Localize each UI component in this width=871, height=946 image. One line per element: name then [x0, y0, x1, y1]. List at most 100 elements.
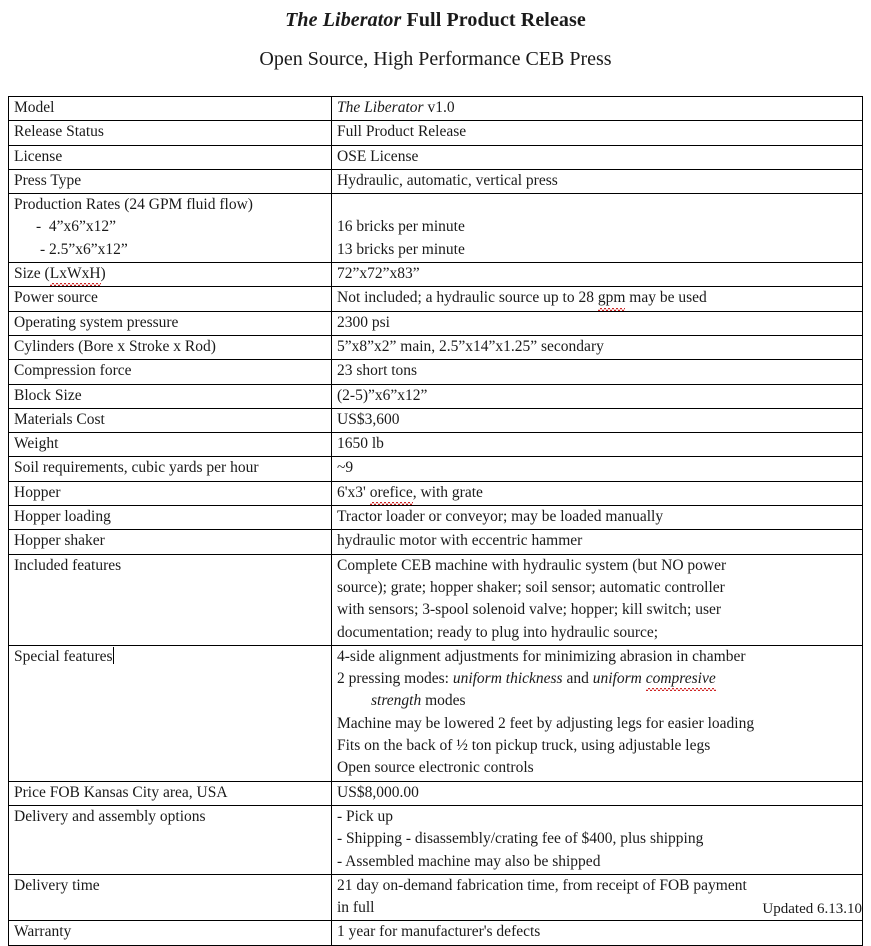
table-row: Delivery time 21 day on-demand fabricatio…	[8, 873, 863, 922]
text-line: Fits on the back of ½ ton pickup truck, …	[337, 737, 711, 755]
text-line: Open source electronic controls	[337, 759, 534, 777]
spec-value-cell[interactable]: (2-5)”x6”x12”	[331, 383, 863, 409]
spec-label-cell[interactable]: Power source	[8, 286, 332, 312]
table-row: Power source Not included; a hydraulic so…	[8, 286, 863, 312]
table-row: Weight 1650 lb	[8, 432, 863, 458]
text-line: 5”x8”x2” main, 2.5”x14”x1.25” secondary	[337, 337, 604, 355]
spec-value-cell[interactable]: OSE License	[331, 144, 863, 170]
spec-label-cell[interactable]: Size (LxWxH)	[8, 262, 332, 288]
spec-label-cell[interactable]: Hopper	[8, 480, 332, 507]
spec-value-cell[interactable]: US$8,000.00	[331, 780, 863, 806]
text-line: Materials Cost	[14, 410, 105, 428]
table-row: Cylinders (Bore x Stroke x Rod) 5”x8”x2” …	[8, 334, 863, 361]
text-cursor	[112, 646, 115, 664]
spec-value-cell[interactable]: 5”x8”x2” main, 2.5”x14”x1.25” secondary	[331, 334, 863, 361]
table-row: Production Rates (24 GPM fluid flow) - 4”…	[8, 193, 863, 264]
spellcheck-error: gpm	[597, 287, 625, 311]
spec-value-cell[interactable]: ~9	[331, 456, 863, 482]
text-line: Hopper loading	[14, 508, 111, 526]
spec-value-cell[interactable]: Hydraulic, automatic, vertical press	[331, 168, 863, 195]
spec-value-cell[interactable]: 1 year for manufacturer's defects	[331, 920, 863, 946]
table-row: Size (LxWxH) 72”x72”x83”	[8, 262, 863, 288]
text-line: Release Status	[14, 123, 104, 141]
text-line: 16 bricks per minute	[337, 218, 465, 236]
table-row: Included features Complete CEB machine wi…	[8, 553, 863, 646]
table-row: Hopper shaker hydraulic motor with eccent…	[8, 529, 863, 555]
table-row: Operating system pressure 2300 psi	[8, 310, 863, 336]
text-line: Compression force	[14, 362, 132, 380]
table-row: Materials Cost US$3,600	[8, 407, 863, 434]
document-page: The Liberator Full Product Release Open …	[8, 9, 863, 946]
text-line: - 4”x6”x12”	[36, 218, 117, 236]
spec-label-cell[interactable]: Cylinders (Bore x Stroke x Rod)	[8, 334, 332, 361]
spec-value-cell[interactable]: 23 short tons	[331, 359, 863, 385]
table-row: Special features 4-side alignment adjustm…	[8, 644, 863, 782]
spec-value-cell[interactable]: hydraulic motor with eccentric hammer	[331, 529, 863, 555]
table-row: Hopper 6'x3' orefice, with grate	[8, 480, 863, 507]
spec-label-cell[interactable]: Model	[8, 95, 332, 122]
spec-value-cell[interactable]: Complete CEB machine with hydraulic syst…	[331, 553, 863, 646]
spec-value-cell[interactable]: Not included; a hydraulic source up to 2…	[331, 286, 863, 312]
text-line: Power source	[14, 289, 98, 307]
text-line: Cylinders (Bore x Stroke x Rod)	[14, 337, 216, 355]
spec-table: Model The Liberator v1.0 Release Status Ful…	[8, 95, 863, 946]
text-line: 72”x72”x83”	[337, 265, 420, 283]
spec-label-cell[interactable]: Materials Cost	[8, 407, 332, 434]
spec-label-cell[interactable]: Soil requirements, cubic yards per hour	[8, 456, 332, 482]
spec-label-cell[interactable]: Press Type	[8, 168, 332, 195]
spec-label-cell[interactable]: Release Status	[8, 120, 332, 146]
spec-value-cell[interactable]: Full Product Release	[331, 120, 863, 146]
text-line: Price FOB Kansas City area, USA	[14, 783, 228, 801]
text-line: 2 pressing modes: uniform thickness and …	[337, 668, 858, 692]
spec-label-cell[interactable]: Hopper loading	[8, 505, 332, 531]
spec-value-cell[interactable]: 21 day on-demand fabrication time, from …	[331, 873, 863, 922]
spec-label-cell[interactable]: License	[8, 144, 332, 170]
text-line: Full Product Release	[337, 123, 467, 141]
spec-value-cell[interactable]: 6'x3' orefice, with grate	[331, 480, 863, 507]
spec-value-cell[interactable]: Tractor loader or conveyor; may be loade…	[331, 505, 863, 531]
spec-label-cell[interactable]: Warranty	[8, 920, 332, 946]
text-line: Production Rates (24 GPM fluid flow)	[14, 196, 253, 214]
spec-value-cell[interactable]: - Pick up - Shipping - disassembly/cratin…	[331, 804, 863, 875]
text-line: Not included; a hydraulic source up to 2…	[337, 287, 858, 311]
spec-label-cell[interactable]: Price FOB Kansas City area, USA	[8, 780, 332, 806]
text-line: - Pick up	[337, 807, 393, 825]
text-line: - Shipping - disassembly/crating fee of …	[337, 830, 704, 848]
spec-label-cell[interactable]: Block Size	[8, 383, 332, 409]
spec-label-cell[interactable]: Special features	[8, 644, 332, 782]
spec-label-cell[interactable]: Delivery and assembly options	[8, 804, 332, 875]
spec-value-cell[interactable]: 16 bricks per minute 13 bricks per minute	[331, 193, 863, 264]
spec-value-cell[interactable]: The Liberator v1.0	[331, 95, 863, 122]
spec-value-cell[interactable]: 2300 psi	[331, 310, 863, 336]
table-row: Delivery and assembly options - Pick up - …	[8, 804, 863, 875]
table-row: Soil requirements, cubic yards per hour ~…	[8, 456, 863, 482]
table-row: Model The Liberator v1.0	[8, 95, 863, 122]
spec-value-cell[interactable]: 72”x72”x83”	[331, 262, 863, 288]
emphasis-text: uniform thickness	[452, 670, 563, 688]
page-subtitle: Open Source, High Performance CEB Press	[259, 48, 612, 70]
text-line: Delivery and assembly options	[14, 807, 206, 825]
spec-label-cell[interactable]: Hopper shaker	[8, 529, 332, 555]
spec-value-cell[interactable]: 1650 lb	[331, 432, 863, 458]
text-line: 2300 psi	[337, 313, 390, 331]
text-line: 13 bricks per minute	[337, 240, 465, 258]
text-line: Machine may be lowered 2 feet by adjusti…	[337, 714, 755, 732]
spec-label-cell[interactable]: Compression force	[8, 359, 332, 385]
text-line: Block Size	[14, 386, 82, 404]
table-row: Warranty 1 year for manufacturer's defect…	[8, 920, 863, 946]
spec-value-cell[interactable]: 4-side alignment adjustments for minimiz…	[331, 644, 863, 782]
emphasis-text: strength	[371, 692, 422, 710]
spec-label-cell[interactable]: Production Rates (24 GPM fluid flow) - 4”…	[8, 193, 332, 264]
table-row: Release Status Full Product Release	[8, 120, 863, 146]
table-row: Compression force 23 short tons	[8, 359, 863, 385]
text-line: 1650 lb	[337, 435, 384, 453]
spec-label-cell[interactable]: Included features	[8, 553, 332, 646]
spec-label-cell[interactable]: Operating system pressure	[8, 310, 332, 336]
text-line: 21 day on-demand fabrication time, from …	[337, 876, 747, 894]
spec-label-cell[interactable]: Delivery time	[8, 873, 332, 922]
text-line: in full	[337, 899, 375, 917]
spec-value-cell[interactable]: US$3,600	[331, 407, 863, 434]
spec-label-cell[interactable]: Weight	[8, 432, 332, 458]
text-line: Press Type	[14, 171, 82, 189]
text-line: 1 year for manufacturer's defects	[337, 923, 541, 941]
